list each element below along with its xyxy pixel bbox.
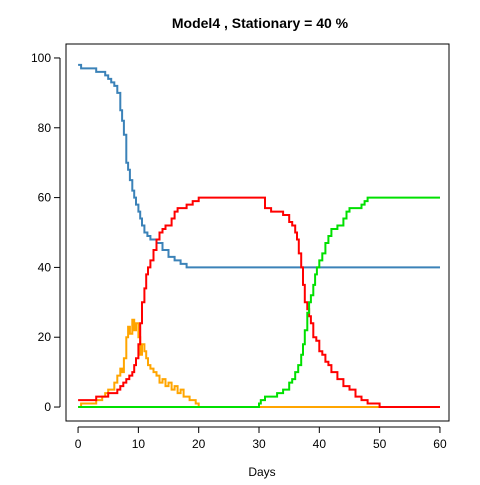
x-tick-label: 60 — [433, 437, 447, 451]
y-tick-label: 100 — [31, 51, 51, 65]
x-tick-label: 10 — [132, 437, 146, 451]
series-layer — [78, 63, 440, 408]
x-tick-label: 50 — [373, 437, 387, 451]
series-line-3 — [78, 196, 440, 408]
y-tick-label: 80 — [38, 121, 52, 135]
y-tick-label: 20 — [38, 330, 52, 344]
series-line-1 — [78, 63, 440, 269]
plot-frame — [65, 43, 450, 422]
y-tick-label: 0 — [44, 400, 51, 414]
x-axis: 0 10 20 30 40 50 60 — [75, 426, 447, 451]
x-tick-label: 20 — [192, 437, 206, 451]
series-line-2 — [78, 318, 440, 408]
y-tick-label: 60 — [38, 191, 52, 205]
y-axis: 0 20 40 60 80 100 — [31, 51, 61, 414]
y-tick-label: 40 — [38, 260, 52, 274]
series-line-4 — [78, 196, 440, 408]
x-tick-label: 0 — [75, 437, 82, 451]
x-tick-label: 40 — [313, 437, 327, 451]
x-axis-label: Days — [248, 465, 275, 479]
x-tick-label: 30 — [252, 437, 266, 451]
chart-title: Model4 , Stationary = 40 % — [172, 15, 349, 31]
